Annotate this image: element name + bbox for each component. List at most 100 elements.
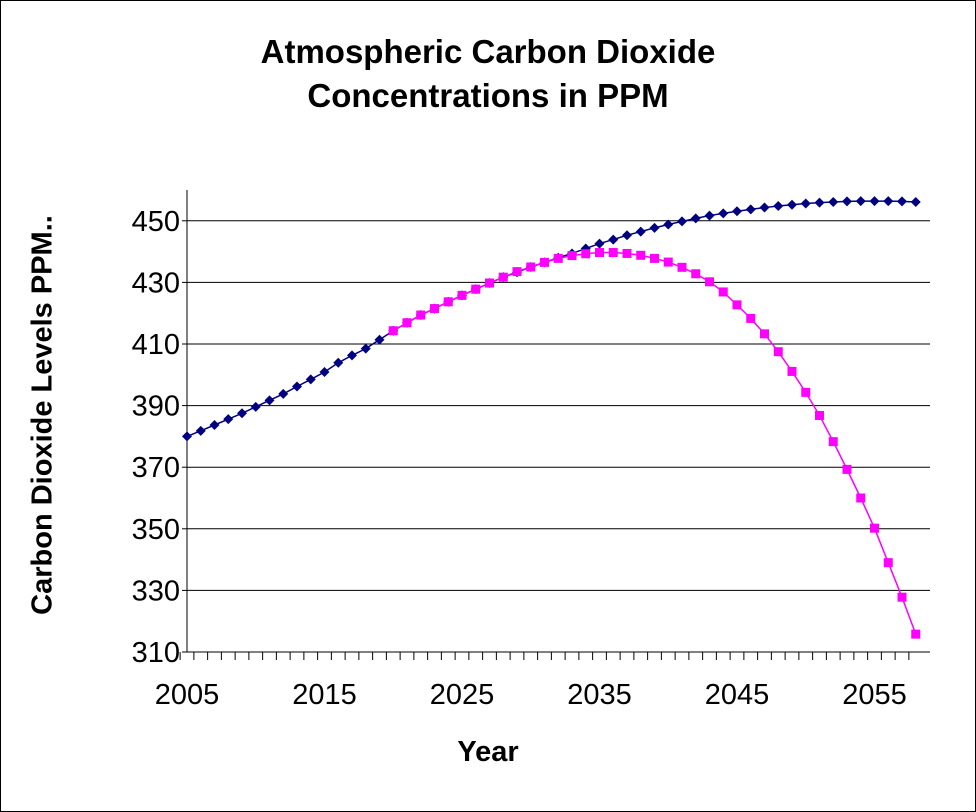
- series-1-point-2056: [883, 196, 894, 207]
- series-1-point-2054: [855, 196, 866, 207]
- series-1-point-2011: [264, 395, 275, 406]
- chart-title: Atmospheric Carbon Dioxide Concentration…: [0, 30, 976, 118]
- series-1-point-2017: [347, 350, 357, 361]
- series-2-point-2030: [526, 262, 536, 272]
- axes: [179, 190, 930, 660]
- series-1-point-2058: [910, 197, 921, 208]
- y-tick-label-370: 370: [132, 452, 180, 484]
- series-2-point-2053: [842, 464, 852, 474]
- series-2-point-2040: [663, 257, 673, 267]
- series-1-point-2009: [237, 408, 247, 419]
- series-2-point-2022: [416, 310, 426, 320]
- series-1-point-2048: [773, 201, 784, 212]
- series-2-point-2047: [760, 329, 769, 339]
- series-1-point-2045: [732, 206, 742, 217]
- series-2-point-2033: [567, 251, 577, 261]
- tick-labels: 310 330 350 370 390 410 430 450 2005 2015 2025 2035…: [132, 206, 907, 711]
- series-1-point-2042: [690, 213, 701, 224]
- x-tick-label-2035: 2035: [567, 679, 632, 711]
- series-1-point-2052: [828, 197, 839, 208]
- series-1-point-2010: [250, 401, 261, 412]
- series-2-point-2023: [430, 304, 439, 314]
- series-2-point-2049: [787, 366, 797, 376]
- series-1-point-2016: [333, 357, 344, 368]
- series-group: [182, 196, 921, 639]
- series-1-point-2007: [209, 420, 220, 431]
- series-2-point-2044: [718, 287, 728, 297]
- series-2-point-2035: [595, 248, 604, 258]
- series-1-point-2057: [897, 196, 907, 207]
- series-2-point-2027: [485, 278, 494, 288]
- series-1-point-2015: [319, 367, 330, 378]
- series-1-point-2036: [608, 234, 619, 245]
- series-1-point-2012: [278, 388, 289, 399]
- x-tick-label-2015: 2015: [292, 679, 357, 711]
- series-1-point-2049: [787, 199, 797, 210]
- x-tick-label-2005: 2005: [155, 679, 220, 711]
- series-1-point-2041: [677, 216, 687, 227]
- series-2-point-2026: [471, 284, 481, 294]
- series-2: [388, 248, 921, 639]
- series-1-point-2050: [800, 198, 811, 209]
- series-2-point-2057: [897, 592, 907, 602]
- x-tick-label-2025: 2025: [430, 679, 495, 711]
- series-1-point-2006: [195, 425, 206, 436]
- series-2-point-2036: [608, 248, 618, 258]
- series-1-point-2055: [869, 196, 880, 207]
- series-2-point-2054: [856, 493, 866, 503]
- series-1-point-2046: [745, 204, 756, 215]
- series-1: [182, 196, 921, 442]
- gridlines: [187, 220, 930, 653]
- chart-title-line-1: Atmospheric Carbon Dioxide: [260, 33, 716, 70]
- series-2-point-2037: [622, 248, 632, 258]
- y-tick-label-390: 390: [132, 391, 180, 423]
- x-axis-label: Year: [457, 736, 519, 768]
- series-1-line: [186, 200, 916, 438]
- series-2-point-2041: [677, 262, 687, 272]
- series-1-point-2038: [635, 226, 646, 237]
- series-1-point-2053: [842, 196, 852, 207]
- series-2-point-2050: [801, 387, 811, 397]
- series-1-point-2051: [814, 197, 825, 208]
- series-1-point-2043: [704, 210, 715, 221]
- x-tick-label-2055: 2055: [842, 679, 907, 711]
- series-1-point-2037: [622, 230, 632, 241]
- series-2-point-2025: [457, 290, 467, 300]
- series-2-point-2029: [512, 267, 522, 277]
- series-2-point-2045: [732, 300, 742, 310]
- series-1-point-2040: [663, 219, 674, 230]
- series-1-point-2035: [594, 238, 605, 249]
- series-2-point-2055: [870, 523, 879, 533]
- chart-title-line-2: Concentrations in PPM: [307, 77, 669, 114]
- series-2-point-2031: [540, 257, 549, 267]
- series-1-point-2047: [759, 202, 770, 213]
- y-tick-label-430: 430: [132, 267, 180, 299]
- series-2-point-2058: [911, 629, 921, 639]
- series-1-point-2008: [223, 414, 234, 425]
- series-2-point-2038: [636, 250, 646, 260]
- series-1-point-2039: [649, 222, 660, 233]
- series-2-point-2046: [746, 313, 756, 323]
- series-2-point-2039: [650, 253, 659, 263]
- series-2-point-2048: [773, 347, 783, 357]
- series-1-point-2019: [374, 334, 385, 345]
- series-2-point-2042: [691, 269, 701, 279]
- series-2-point-2034: [581, 249, 591, 259]
- y-tick-label-450: 450: [132, 206, 180, 238]
- series-2-point-2052: [828, 437, 838, 447]
- series-2-point-2051: [815, 410, 824, 420]
- series-2-point-2020: [388, 326, 398, 336]
- series-2-point-2032: [553, 253, 563, 263]
- series-2-point-2021: [402, 318, 412, 328]
- series-2-point-2028: [498, 272, 508, 282]
- y-tick-label-310: 310: [132, 637, 180, 669]
- series-1-point-2018: [360, 343, 371, 354]
- series-2-point-2024: [443, 297, 453, 307]
- y-tick-label-350: 350: [132, 514, 180, 546]
- series-1-point-2005: [182, 431, 192, 442]
- y-tick-label-330: 330: [132, 575, 180, 607]
- y-tick-label-410: 410: [132, 329, 180, 361]
- x-tick-label-2045: 2045: [705, 679, 770, 711]
- series-2-point-2043: [705, 277, 714, 287]
